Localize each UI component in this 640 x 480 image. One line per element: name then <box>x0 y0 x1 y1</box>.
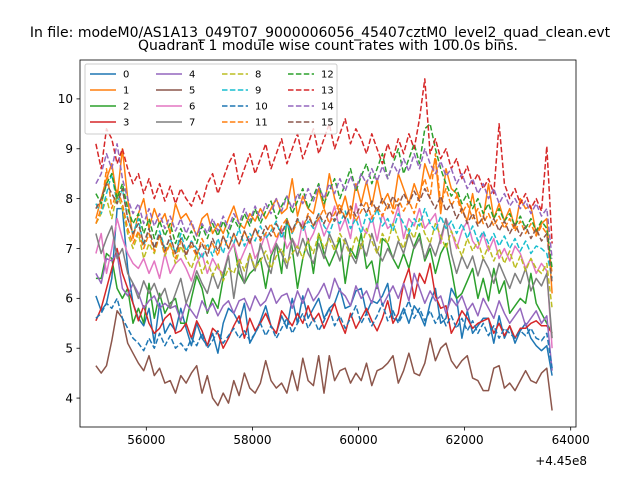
figure-suptitle: In file: modeM0/AS1A13_049T07_9000006056… <box>30 25 611 41</box>
x-tick-label: 62000 <box>446 433 484 447</box>
series-line-15 <box>95 182 553 284</box>
y-tick-label: 9 <box>65 142 73 156</box>
x-offset-label: +4.45e8 <box>535 454 587 468</box>
legend-label-12: 12 <box>321 70 334 81</box>
legend-label-15: 15 <box>321 118 334 129</box>
legend-label-0: 0 <box>123 70 129 81</box>
legend-label-10: 10 <box>255 102 268 113</box>
y-tick-label: 8 <box>65 192 73 206</box>
legend-label-6: 6 <box>189 102 195 113</box>
legend-label-11: 11 <box>255 118 268 129</box>
y-tick-label: 7 <box>65 242 73 256</box>
chart-title: Quadrant 1 module wise count rates with … <box>138 38 518 54</box>
y-tick-label: 10 <box>58 92 73 106</box>
legend-label-9: 9 <box>255 86 261 97</box>
y-tick-label: 4 <box>65 391 73 405</box>
x-tick-label: 60000 <box>339 433 377 447</box>
x-axis: 56000 58000 60000 62000 64000 <box>127 427 590 447</box>
legend-box <box>84 63 338 135</box>
legend-label-14: 14 <box>321 102 334 113</box>
series-line-3 <box>95 247 553 349</box>
series-line-12 <box>95 123 553 269</box>
legend-label-1: 1 <box>123 86 129 97</box>
series-line-6 <box>95 202 553 349</box>
series-line-11 <box>95 152 553 274</box>
y-tick-label: 5 <box>65 342 73 356</box>
legend-label-5: 5 <box>189 86 195 97</box>
series-line-7 <box>95 217 553 339</box>
series-line-1 <box>95 148 553 294</box>
legend-label-4: 4 <box>189 70 195 81</box>
series-line-13 <box>95 78 553 244</box>
legend-label-3: 3 <box>123 118 129 129</box>
x-tick-label: 58000 <box>233 433 271 447</box>
series-line-10 <box>95 297 553 369</box>
series-line-8 <box>95 192 553 309</box>
legend-label-8: 8 <box>255 70 261 81</box>
series-line-4 <box>95 252 553 371</box>
x-tick-label: 56000 <box>127 433 165 447</box>
legend-label-2: 2 <box>123 102 129 113</box>
axes-frame <box>79 59 577 428</box>
series-layer <box>95 78 553 411</box>
series-line-14 <box>95 143 553 259</box>
legend-label-13: 13 <box>321 86 334 97</box>
series-line-5 <box>95 310 553 411</box>
x-tick-label: 64000 <box>552 433 590 447</box>
y-axis: 4 5 6 7 8 9 10 <box>58 92 80 405</box>
y-tick-label: 6 <box>65 292 73 306</box>
legend-label-7: 7 <box>189 118 195 129</box>
